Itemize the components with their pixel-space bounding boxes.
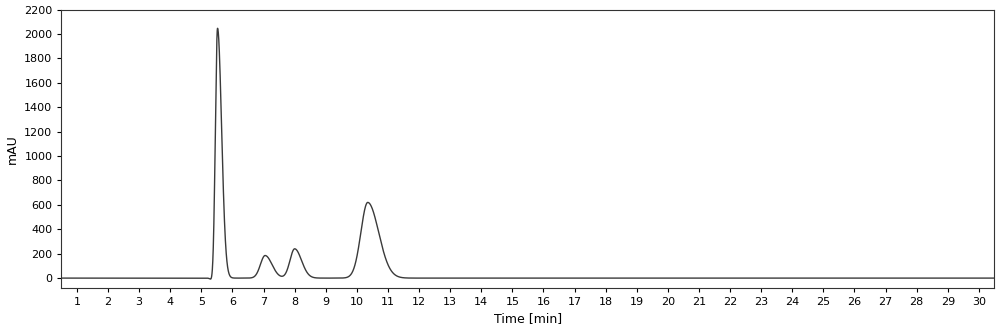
X-axis label: Time [min]: Time [min] [494, 312, 562, 325]
Y-axis label: mAU: mAU [6, 134, 19, 164]
